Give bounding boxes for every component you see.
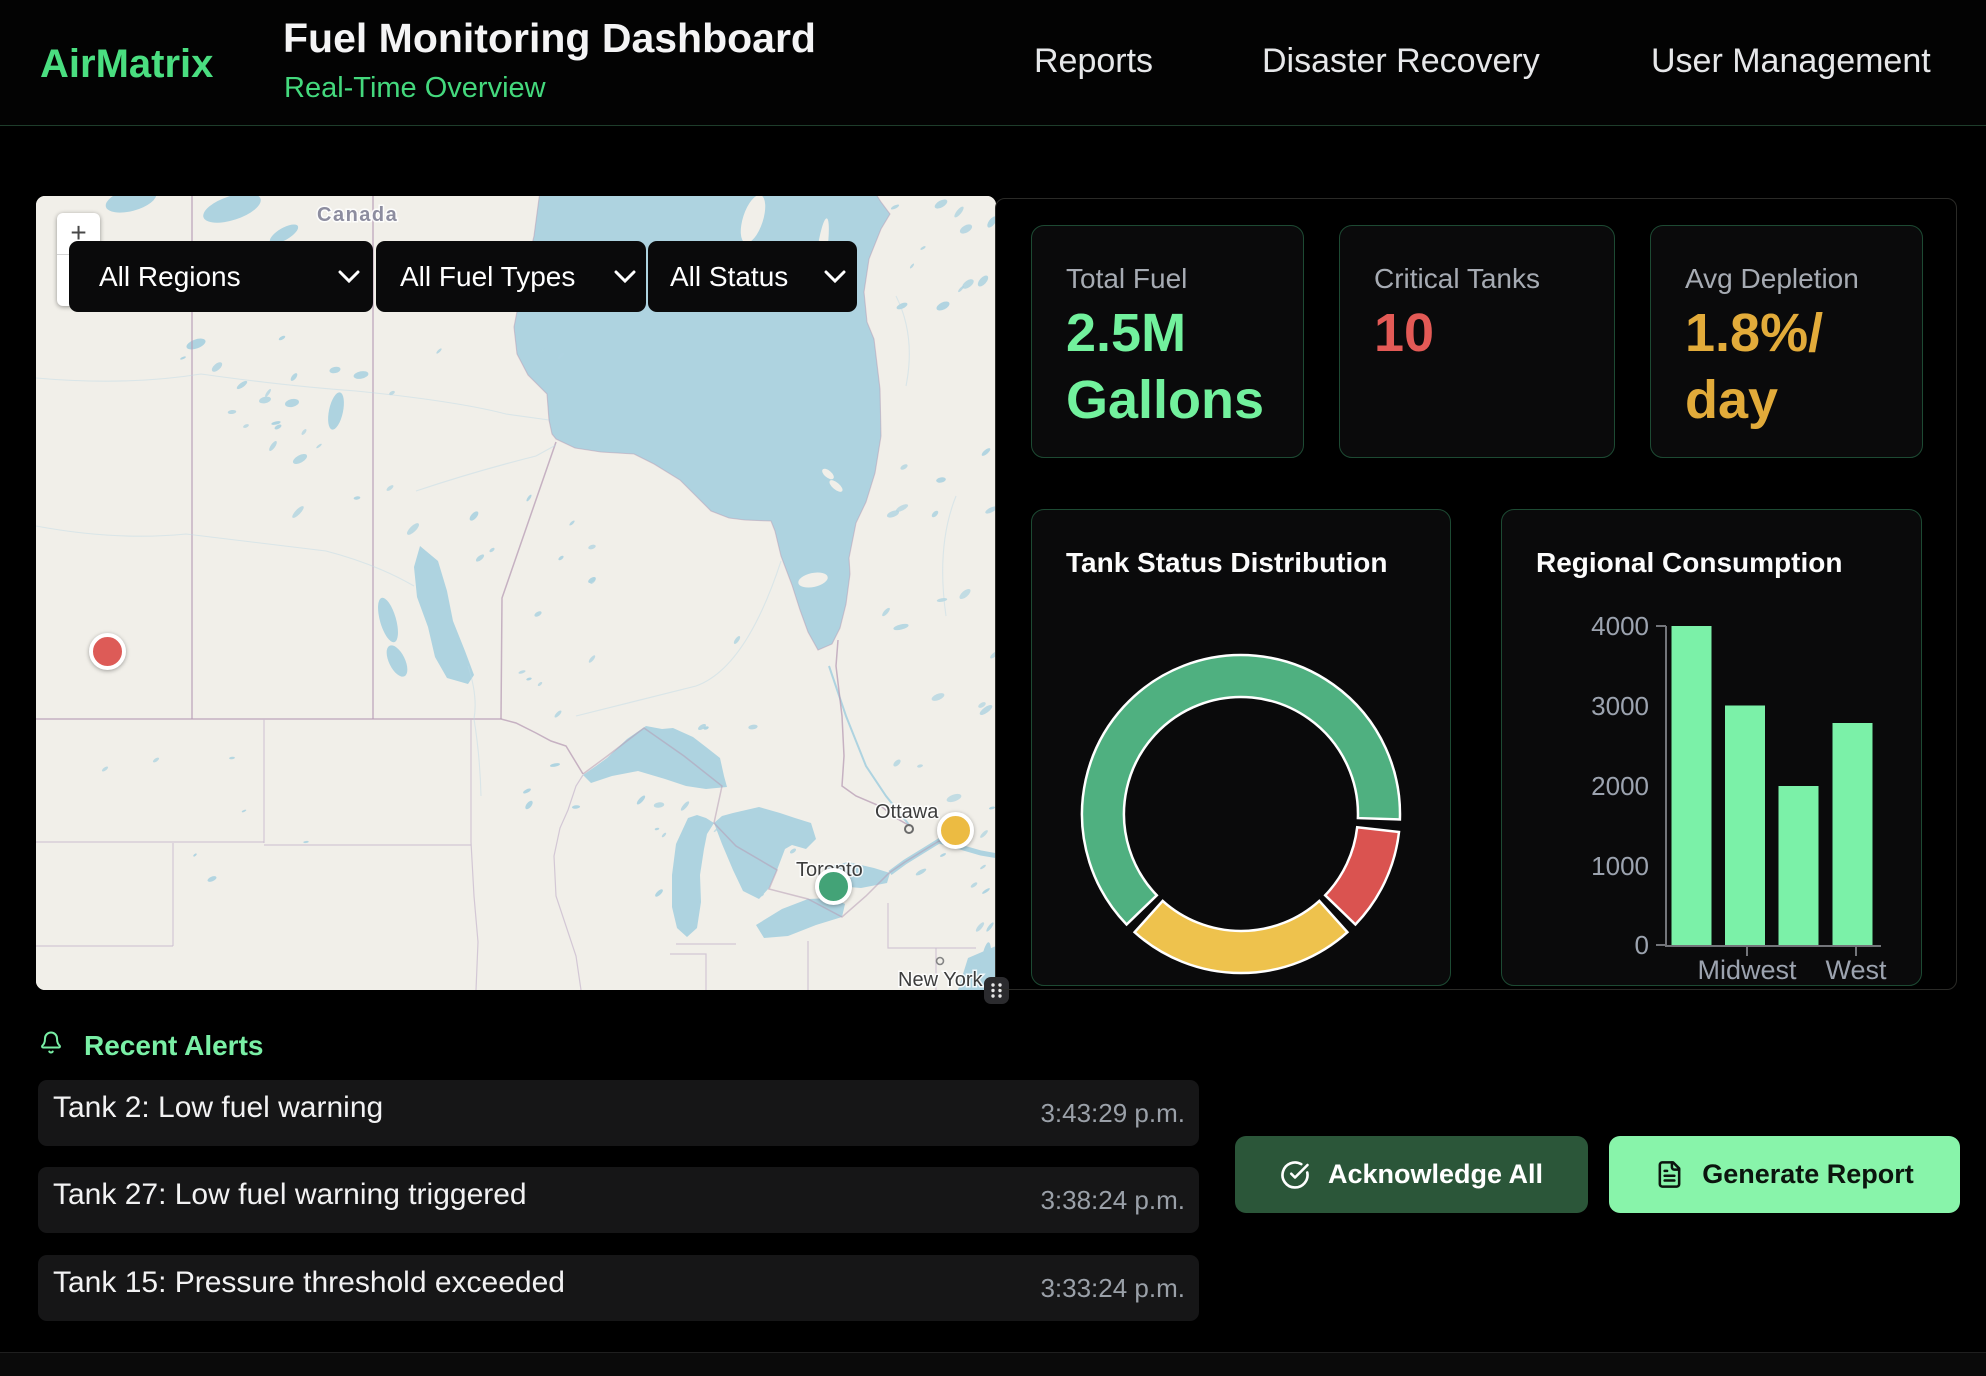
svg-text:4000: 4000	[1591, 611, 1649, 641]
svg-text:Midwest: Midwest	[1697, 955, 1797, 985]
svg-text:0: 0	[1635, 930, 1649, 960]
svg-text:Canada: Canada	[317, 204, 398, 226]
svg-text:New York: New York	[898, 969, 983, 990]
svg-text:2000: 2000	[1591, 771, 1649, 801]
svg-text:Ottawa: Ottawa	[875, 801, 939, 823]
svg-text:1000: 1000	[1591, 851, 1649, 881]
svg-text:3000: 3000	[1591, 691, 1649, 721]
svg-text:West: West	[1825, 955, 1887, 985]
